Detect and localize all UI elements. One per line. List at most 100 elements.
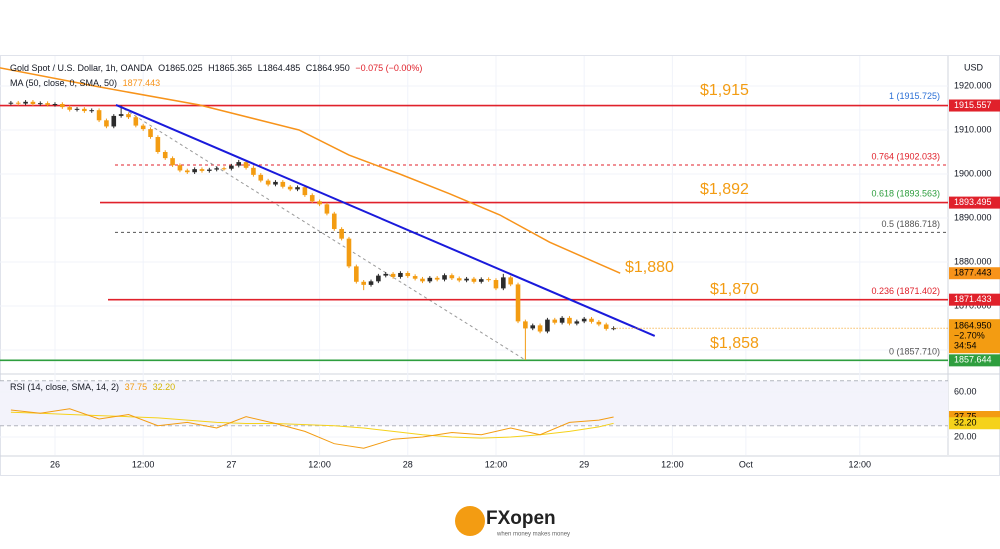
annotation: $1,858	[710, 335, 759, 352]
candle-body	[456, 278, 462, 281]
fib-label: 0 (1857.710)	[889, 346, 940, 356]
rsi-legend: RSI (14, close, SMA, 14, 2) 37.75 32.20	[10, 382, 178, 392]
ma-legend: MA (50, close, 0, SMA, 50) 1877.443	[10, 78, 163, 88]
candle-body	[398, 272, 403, 277]
candle-body	[331, 213, 337, 229]
level-box	[949, 293, 1000, 306]
candle-body	[192, 169, 197, 173]
fib-label: 0.764 (1902.033)	[871, 151, 940, 161]
candle-body	[52, 104, 58, 106]
candle-body	[324, 204, 330, 214]
ma-line	[0, 67, 621, 274]
candle-body	[317, 201, 322, 205]
logo-tagline: when money makes money	[496, 532, 570, 538]
rsi-ma-value: 32.20	[152, 382, 176, 392]
candle-body	[427, 277, 433, 282]
candle-body	[552, 319, 558, 323]
candle-body	[133, 117, 139, 126]
fib-label: 0.236 (1871.402)	[871, 286, 940, 296]
ma-box-label: 1877.443	[954, 268, 992, 278]
trendline	[115, 103, 656, 337]
candle-body	[574, 321, 580, 324]
y-tick-label: 1900.000	[954, 168, 992, 178]
rsi-ma-box	[949, 417, 1000, 430]
candle-body	[493, 280, 499, 289]
fib-label: 0.5 (1886.718)	[881, 219, 940, 229]
candle-body	[104, 120, 109, 127]
candle-body	[339, 228, 344, 239]
candle-body	[207, 169, 212, 171]
annotation: $1,915	[700, 82, 749, 99]
candle-body	[545, 319, 550, 332]
level-label: 1857.644	[954, 355, 992, 365]
ohlc: H1865.365	[208, 63, 253, 73]
x-tick-label: 29	[579, 459, 589, 469]
candle-body	[243, 162, 249, 168]
candle-body	[471, 278, 477, 282]
candle-body	[501, 277, 506, 289]
price-box-label: 1864.950	[954, 321, 992, 331]
candle-body	[96, 110, 102, 121]
price-box	[949, 319, 1000, 354]
level-label: 1893.495	[954, 197, 992, 207]
candle-body	[170, 158, 175, 166]
price-box-timer: 34:54	[954, 341, 977, 351]
candle-body	[23, 101, 28, 104]
level-box	[949, 354, 1000, 367]
annotation: $1,870	[710, 281, 759, 298]
candle-body	[118, 114, 124, 116]
candle-body	[280, 181, 286, 187]
ohlc: C1864.950	[305, 63, 350, 73]
candle-body	[361, 281, 366, 285]
candle-body	[60, 104, 65, 108]
rsi-value-label: 37.75	[954, 411, 977, 421]
rsi-tick-label: 60.00	[954, 386, 977, 396]
rsi-title: RSI (14, close, SMA, 14, 2)	[10, 382, 120, 392]
candle-body	[82, 108, 87, 112]
candle-body	[302, 187, 308, 196]
candle-body	[37, 103, 43, 105]
candle-body	[155, 137, 161, 152]
x-tick-label: 26	[50, 459, 60, 469]
change: −0.075 (−0.00%)	[355, 63, 423, 73]
rsi-value: 37.75	[124, 382, 148, 392]
candle-body	[442, 275, 447, 280]
candle-body	[390, 273, 396, 277]
title: Gold Spot / U.S. Dollar, 1h, OANDA	[10, 63, 153, 73]
candle-body	[184, 170, 190, 173]
rsi-tick-label: 20.00	[954, 431, 977, 441]
logo-icon	[455, 506, 485, 536]
candle-body	[412, 276, 418, 279]
y-tick-label: 1920.000	[954, 80, 992, 90]
fib-diagonal	[118, 105, 526, 361]
candle-body	[140, 125, 146, 130]
candle-body	[486, 279, 491, 281]
candle-body	[515, 284, 521, 322]
candle-body	[434, 277, 440, 280]
candle-body	[162, 151, 168, 159]
x-tick-label: 12:00	[308, 459, 331, 469]
candle-body	[265, 180, 271, 185]
candle-body	[287, 186, 293, 190]
level-label: 1915.557	[954, 100, 992, 110]
candle-body	[251, 167, 256, 175]
candle-body	[530, 325, 536, 329]
annotation: $1,892	[700, 181, 749, 198]
candle-body	[67, 107, 72, 110]
candle-body	[221, 168, 227, 170]
header: Gold Spot / U.S. Dollar, 1h, OANDA O1865…	[10, 63, 425, 73]
x-tick-label: 28	[403, 459, 413, 469]
candle-body	[405, 272, 411, 277]
candle-body	[74, 108, 80, 110]
candle-body	[111, 115, 117, 127]
candle-body	[508, 277, 513, 285]
candle-body	[177, 165, 183, 171]
candle-body	[420, 278, 425, 282]
candle-body	[30, 101, 36, 105]
level-box	[949, 196, 1000, 209]
fib-label: 0.618 (1893.563)	[871, 189, 940, 199]
candle-body	[15, 102, 21, 104]
